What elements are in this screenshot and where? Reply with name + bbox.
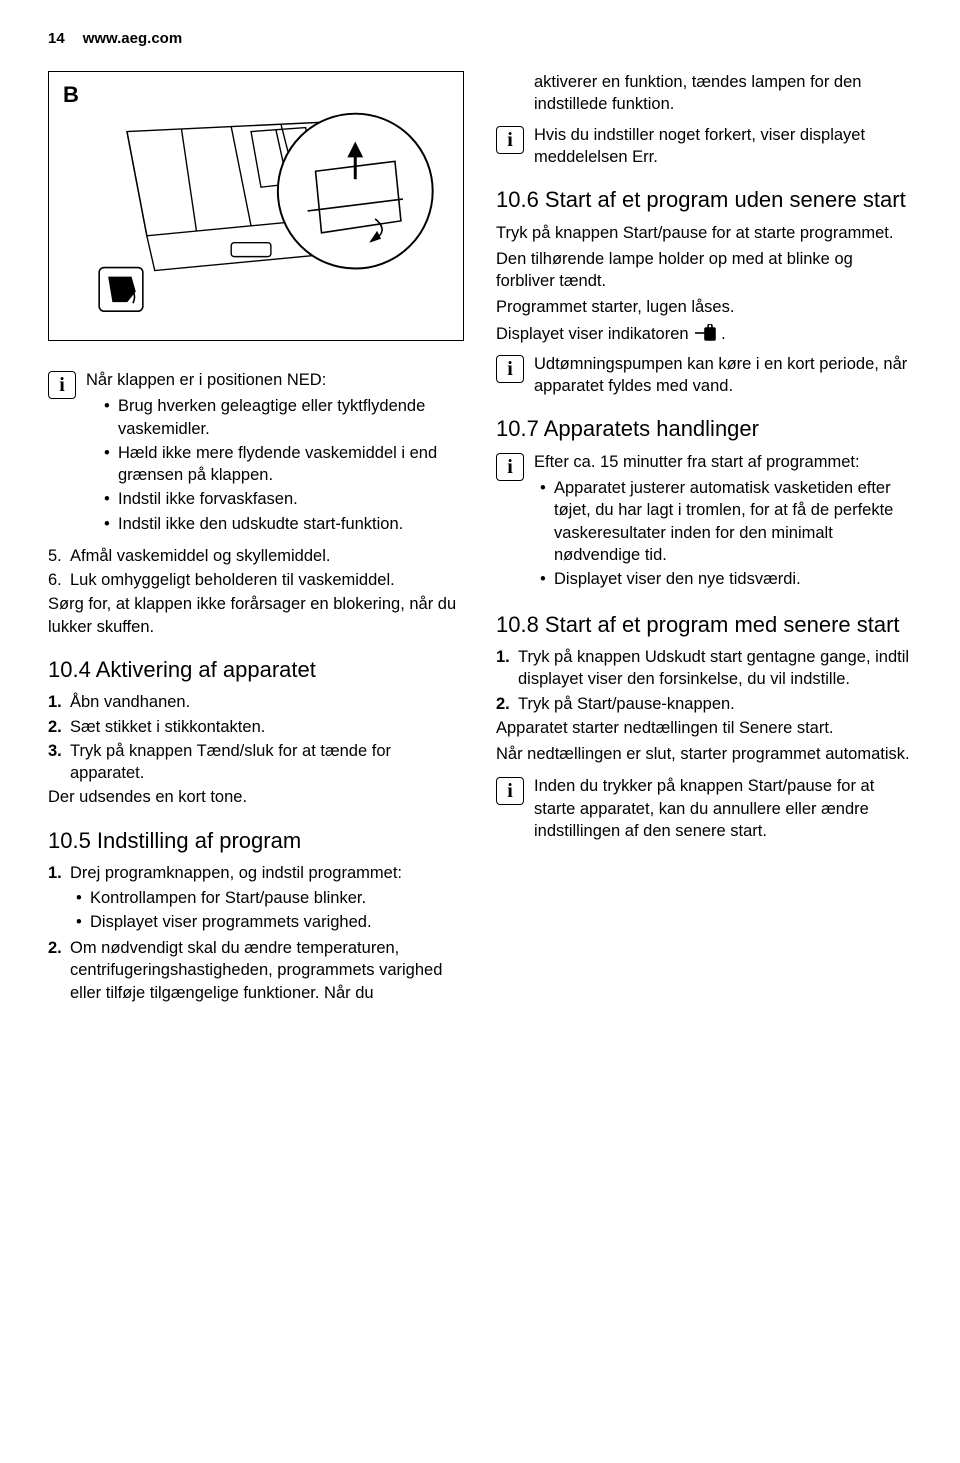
heading-10-6: 10.6 Start af et program uden senere sta… bbox=[496, 186, 912, 214]
info-10-8: i Inden du trykker på knappen Start/paus… bbox=[496, 775, 912, 842]
bullet: Brug hverken geleagtige eller tyktflyden… bbox=[104, 395, 464, 440]
heading-10-8: 10.8 Start af et program med senere star… bbox=[496, 611, 912, 639]
continuation: aktiverer en funktion, tændes lampen for… bbox=[534, 71, 912, 116]
info-icon: i bbox=[496, 126, 524, 154]
after-108b: Når nedtællingen er slut, starter progra… bbox=[496, 743, 912, 765]
info-bullets: Apparatet justerer automatisk vasketiden… bbox=[534, 477, 912, 590]
bullet: Indstil ikke den udskudte start-funktion… bbox=[104, 513, 464, 535]
after-108a: Apparatet starter nedtællingen til Sener… bbox=[496, 717, 912, 739]
info-icon: i bbox=[48, 371, 76, 399]
p106c: Programmet starter, lugen låses. bbox=[496, 296, 912, 318]
lock-indicator-icon bbox=[693, 324, 721, 342]
info-err: i Hvis du indstiller noget forkert, vise… bbox=[496, 124, 912, 169]
info-body: Efter ca. 15 minutter fra start af progr… bbox=[534, 451, 912, 593]
list-item: 3.Tryk på knappen Tænd/sluk for at tænde… bbox=[48, 740, 464, 785]
left-column: B bbox=[48, 71, 464, 1006]
drawer-illustration bbox=[49, 72, 463, 340]
steps-10-8: 1.Tryk på knappen Udskudt start gentagne… bbox=[496, 646, 912, 715]
steps-10-4: 1.Åbn vandhanen. 2.Sæt stikket i stikkon… bbox=[48, 691, 464, 784]
list-item: 1. Drej programknappen, og indstil progr… bbox=[48, 862, 464, 935]
right-column: aktiverer en funktion, tændes lampen for… bbox=[496, 71, 912, 1006]
bullet: Displayet viser programmets varighed. bbox=[76, 911, 464, 933]
list-item: 1.Tryk på knappen Udskudt start gentagne… bbox=[496, 646, 912, 691]
info-icon: i bbox=[496, 777, 524, 805]
heading-10-5: 10.5 Indstilling af program bbox=[48, 827, 464, 855]
info-body: Inden du trykker på knappen Start/pause … bbox=[534, 775, 912, 842]
info-flap-ned: i Når klappen er i positionen NED: Brug … bbox=[48, 369, 464, 537]
heading-10-4: 10.4 Aktivering af apparatet bbox=[48, 656, 464, 684]
figure-b: B bbox=[48, 71, 464, 341]
list-item: 2.Tryk på Start/pause-knappen. bbox=[496, 693, 912, 715]
info-bullets: Brug hverken geleagtige eller tyktflyden… bbox=[86, 395, 464, 535]
site-url: www.aeg.com bbox=[83, 30, 182, 47]
after-10-4: Der udsendes en kort tone. bbox=[48, 786, 464, 808]
bullet: Hæld ikke mere flydende vaskemiddel i en… bbox=[104, 442, 464, 487]
steps-5-6: 5.Afmål vaskemiddel og skyllemiddel. 6.L… bbox=[48, 545, 464, 592]
step-text: Drej programknappen, og indstil programm… bbox=[70, 864, 402, 882]
p106b: Den tilhørende lampe holder op med at bl… bbox=[496, 248, 912, 293]
p106a: Tryk på knappen Start/pause for at start… bbox=[496, 222, 912, 244]
list-item: 5.Afmål vaskemiddel og skyllemiddel. bbox=[48, 545, 464, 567]
list-item: 1.Åbn vandhanen. bbox=[48, 691, 464, 713]
bullet: Apparatet justerer automatisk vasketiden… bbox=[540, 477, 912, 566]
bullet: Kontrollampen for Start/pause blinker. bbox=[76, 887, 464, 909]
info-icon: i bbox=[496, 355, 524, 383]
info-body: Hvis du indstiller noget forkert, viser … bbox=[534, 124, 912, 169]
p106d: Displayet viser indikatoren . bbox=[496, 323, 912, 345]
figure-label: B bbox=[63, 82, 79, 108]
heading-10-7: 10.7 Apparatets handlinger bbox=[496, 415, 912, 443]
list-item: 2.Sæt stikket i stikkontakten. bbox=[48, 716, 464, 738]
info-pump: i Udtømningspumpen kan køre i en kort pe… bbox=[496, 353, 912, 398]
page-number: 14 bbox=[48, 30, 65, 47]
info-10-7: i Efter ca. 15 minutter fra start af pro… bbox=[496, 451, 912, 593]
info-intro: Når klappen er i positionen NED: bbox=[86, 369, 464, 391]
info-body: Udtømningspumpen kan køre i en kort peri… bbox=[534, 353, 912, 398]
list-item: 2.Om nødvendigt skal du ændre temperatur… bbox=[48, 937, 464, 1004]
steps-10-5: 1. Drej programknappen, og indstil progr… bbox=[48, 862, 464, 1004]
step-bullets: Kontrollampen for Start/pause blinker. D… bbox=[70, 887, 464, 934]
page-header: 14 www.aeg.com bbox=[48, 30, 912, 47]
content-columns: B bbox=[48, 71, 912, 1006]
info-icon: i bbox=[496, 453, 524, 481]
info-body: Når klappen er i positionen NED: Brug hv… bbox=[86, 369, 464, 537]
bullet: Displayet viser den nye tidsværdi. bbox=[540, 568, 912, 590]
info-intro: Efter ca. 15 minutter fra start af progr… bbox=[534, 451, 912, 473]
bullet: Indstil ikke forvaskfasen. bbox=[104, 488, 464, 510]
after-56: Sørg for, at klappen ikke forårsager en … bbox=[48, 593, 464, 638]
list-item: 6.Luk omhyggeligt beholderen til vaskemi… bbox=[48, 569, 464, 591]
